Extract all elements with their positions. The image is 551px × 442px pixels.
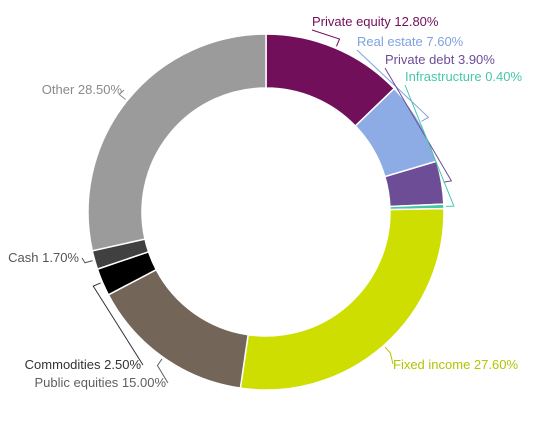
label-real-estate: Real estate 7.60% [357,34,464,49]
label-public-equities: Public equities 15.00% [34,375,166,390]
leader-cash [81,257,93,264]
leader-public-equities [156,358,169,384]
leader-commodities [92,282,144,366]
slice-labels: Private equity 12.80% Real estate 7.60% Pr… [8,14,522,390]
label-other: Other 28.50% [42,82,123,97]
label-private-debt: Private debt 3.90% [385,52,495,67]
slice-other [87,33,267,252]
label-commodities: Commodities 2.50% [25,357,142,372]
leader-other [118,89,126,100]
leader-private-debt [384,67,453,183]
label-infrastructure: Infrastructure 0.40% [405,69,522,84]
label-cash: Cash 1.70% [8,250,79,265]
leader-private-equity [311,29,341,47]
leader-fixed-income [384,346,394,365]
donut-slices [87,33,445,391]
leader-lines [81,29,455,384]
label-private-equity: Private equity 12.80% [312,14,439,29]
label-fixed-income: Fixed income 27.60% [393,357,518,372]
leader-infrastructure [404,84,455,207]
leader-real-estate [356,49,430,122]
